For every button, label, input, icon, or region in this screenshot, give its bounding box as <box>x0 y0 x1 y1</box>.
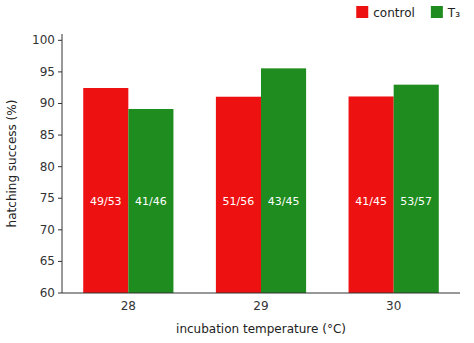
y-tick <box>58 261 62 262</box>
data-label: 49/53 <box>90 195 122 208</box>
bar <box>394 85 439 293</box>
legend-label: control <box>373 6 415 20</box>
data-label: 41/46 <box>135 195 167 208</box>
y-tick-label: 85 <box>40 128 55 142</box>
y-tick <box>58 71 62 72</box>
bar <box>83 88 128 293</box>
y-tick <box>58 166 62 167</box>
y-tick-label: 65 <box>40 254 55 268</box>
x-axis-line <box>62 293 460 294</box>
x-tick-label: 28 <box>121 299 136 313</box>
y-tick <box>58 229 62 230</box>
y-tick-label: 90 <box>40 96 55 110</box>
y-axis-label: hatching success (%) <box>5 100 19 228</box>
data-label: 43/45 <box>268 195 300 208</box>
y-tick <box>58 135 62 136</box>
y-tick-label: 100 <box>32 33 55 47</box>
bar <box>128 109 173 293</box>
y-tick-label: 95 <box>40 65 55 79</box>
legend-swatch <box>431 6 443 18</box>
y-tick-label: 80 <box>40 160 55 174</box>
x-tick-label: 29 <box>253 299 268 313</box>
legend: control T₃ <box>356 6 460 20</box>
bar <box>349 96 394 293</box>
x-axis: 28 29 30 <box>62 293 460 313</box>
y-tick <box>58 103 62 104</box>
x-axis-label: incubation temperature (°C) <box>176 322 346 336</box>
data-label: 51/56 <box>223 195 255 208</box>
bar <box>261 68 306 293</box>
y-tick-label: 70 <box>40 223 55 237</box>
y-axis: 60 65 70 75 80 85 90 95 100 <box>32 33 62 300</box>
y-tick-label: 75 <box>40 191 55 205</box>
bars <box>83 68 439 293</box>
x-tick-label: 30 <box>386 299 401 313</box>
bar <box>216 97 261 293</box>
data-label: 53/57 <box>400 195 432 208</box>
y-tick <box>58 293 62 294</box>
y-tick-label: 60 <box>40 286 55 300</box>
legend-item: T₃ <box>431 6 460 20</box>
legend-item: control <box>356 6 415 20</box>
y-tick <box>58 40 62 41</box>
chart: 49/53 51/56 41/45 41/46 43/45 53/57 60 65 70 75 80… <box>0 0 474 343</box>
chart-container: 49/53 51/56 41/45 41/46 43/45 53/57 60 65 70 75 80… <box>0 0 474 343</box>
legend-swatch <box>356 6 368 18</box>
y-axis-line <box>62 34 63 293</box>
data-labels: 49/53 51/56 41/45 41/46 43/45 53/57 <box>90 195 432 208</box>
y-tick <box>58 198 62 199</box>
data-label: 41/45 <box>355 195 387 208</box>
legend-label: T₃ <box>447 6 460 20</box>
